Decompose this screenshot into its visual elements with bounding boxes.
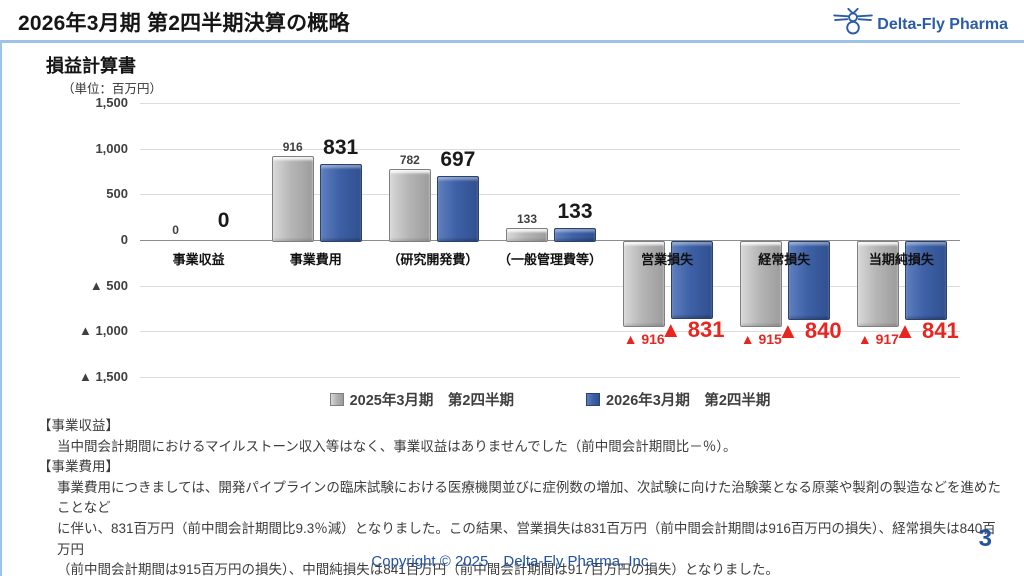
logo-text: Delta-Fly Pharma: [877, 15, 1008, 33]
note-line: に伴い、831百万円（前中間会計期間比9.3％減）となりました。この結果、営業損…: [57, 520, 996, 557]
bar-value-label: 831: [323, 136, 359, 160]
bar: [623, 241, 666, 327]
y-tick-label: ▲ 1,000: [78, 323, 128, 339]
category-label: 当期純損失: [868, 252, 934, 267]
category-label: 事業収益: [172, 252, 225, 267]
bar: [436, 176, 479, 242]
category-label: 事業費用: [289, 252, 342, 267]
y-tick-label: ▲ 500: [89, 277, 128, 293]
legend-label: 2025年3月期 第2四半期: [349, 393, 514, 409]
legend-item: 2025年3月期 第2四半期: [329, 389, 514, 410]
chart-legend: 2025年3月期 第2四半期 2026年3月期 第2四半期: [140, 389, 960, 410]
bar-value-label: 0: [217, 209, 230, 232]
company-logo: Delta-Fly Pharma: [832, 6, 1008, 43]
category-label: （一般管理費等）: [497, 252, 602, 267]
gridline: [140, 103, 960, 104]
bar: [506, 227, 548, 242]
gridline: [140, 194, 960, 196]
bar: [388, 168, 431, 242]
legend-item: 2026年3月期 第2四半期: [586, 389, 770, 410]
gridline: [140, 331, 960, 333]
y-tick-label: 1,500: [95, 95, 128, 110]
note-line: 当中間会計期間におけるマイルストーン収入等はなく、事業収益はありませんでした（前…: [57, 438, 737, 454]
bar-value-label: ▲ 831: [659, 316, 725, 342]
y-tick-label: ▲ 1,500: [78, 369, 128, 384]
gridline: [140, 377, 960, 378]
bar-value-label: ▲ 917: [857, 330, 899, 347]
bar: [857, 241, 900, 327]
bar-value-label: ▲ 840: [776, 317, 842, 343]
y-tick-label: 500: [106, 186, 128, 202]
dragonfly-icon: [832, 6, 874, 43]
gridline: [140, 148, 960, 150]
bar: [905, 241, 948, 320]
legend-label: 2026年3月期 第2四半期: [606, 393, 771, 409]
y-tick-label: 0: [120, 232, 128, 247]
gridline: [140, 285, 960, 287]
legend-swatch-icon: [329, 393, 344, 406]
bar-value-label: 916: [282, 140, 303, 155]
bar-value-label: 133: [557, 199, 593, 223]
bar-value-label: ▲ 915: [740, 330, 782, 347]
category-label: 営業損失: [641, 252, 694, 267]
bar-value-label: ▲ 841: [894, 317, 959, 343]
note-line: 事業費用につきましては、開発パイプラインの臨床試験における医療機関並びに症例数の…: [57, 479, 1001, 516]
bar: [740, 241, 783, 327]
chart-title: 損益計算書: [46, 56, 136, 76]
slide-title: 2026年3月期 第2四半期決算の概略: [18, 12, 350, 35]
bar-value-label: 782: [399, 152, 420, 167]
y-tick-label: 1,000: [95, 140, 128, 156]
bar-value-label: 133: [516, 211, 538, 226]
note-heading: 【事業収益】: [38, 418, 119, 433]
category-label: （研究開発費）: [387, 252, 479, 267]
bar: [554, 227, 596, 242]
bar: [671, 241, 714, 319]
bar-value-label: 0: [172, 223, 179, 237]
header-divider: [0, 40, 1024, 43]
bar: [788, 241, 831, 320]
chart-unit-label: （単位：百万円）: [62, 82, 163, 96]
page-number: 3: [978, 525, 992, 552]
zero-axis-line: [140, 240, 960, 241]
note-heading: 【事業費用】: [38, 459, 119, 475]
bar: [271, 156, 314, 242]
bar-value-label: 697: [440, 148, 476, 172]
left-border-line: [0, 40, 2, 576]
notes-block: 【事業収益】当中間会計期間におけるマイルストーン収入等はなく、事業収益はありませ…: [38, 416, 1006, 576]
category-label: 経常損失: [758, 252, 811, 267]
bar-value-label: ▲ 916: [623, 330, 665, 347]
legend-swatch-icon: [586, 393, 600, 406]
bar: [319, 164, 362, 242]
note-line: （前中間会計期間は915百万円の損失）、中間純損失は841百万円（前中間会計期間…: [57, 562, 779, 576]
copyright-text: Copyright © 2025 Delta-Fly Pharma, Inc.: [371, 553, 653, 570]
plot-area: 1,500 1,000 500 0 ▲ 500 ▲ 1,000 ▲ 1,500 0 0 事業収益 9…: [79, 95, 960, 384]
